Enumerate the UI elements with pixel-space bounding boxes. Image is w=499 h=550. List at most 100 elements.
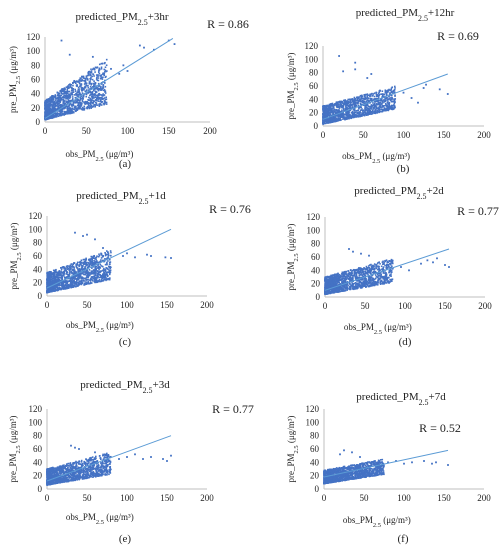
data-point bbox=[355, 278, 358, 280]
data-point bbox=[392, 100, 394, 103]
data-point bbox=[101, 95, 104, 97]
data-point bbox=[55, 116, 58, 118]
data-point bbox=[93, 84, 95, 87]
data-point bbox=[105, 279, 107, 282]
data-point bbox=[80, 87, 83, 90]
data-point bbox=[108, 266, 111, 269]
data-point bbox=[103, 68, 106, 71]
data-point bbox=[109, 250, 112, 252]
data-point bbox=[82, 235, 84, 237]
data-point bbox=[82, 76, 84, 79]
data-point bbox=[67, 280, 70, 283]
data-point bbox=[81, 99, 84, 102]
data-point bbox=[75, 99, 77, 102]
data-point bbox=[71, 107, 74, 110]
data-point bbox=[346, 112, 349, 114]
data-point bbox=[322, 122, 324, 125]
data-point bbox=[88, 269, 91, 271]
data-point bbox=[323, 122, 325, 124]
data-point bbox=[84, 263, 87, 265]
data-point bbox=[49, 271, 52, 273]
data-point bbox=[60, 103, 62, 106]
data-point bbox=[353, 116, 356, 118]
x-tick-label: 100 bbox=[397, 130, 411, 140]
y-tick-label: 80 bbox=[33, 238, 43, 248]
data-point bbox=[53, 95, 56, 98]
data-point bbox=[102, 76, 104, 79]
data-point bbox=[91, 91, 94, 94]
data-point bbox=[54, 288, 56, 291]
data-point bbox=[57, 105, 59, 108]
data-point bbox=[55, 102, 57, 104]
data-point bbox=[98, 253, 100, 256]
data-point bbox=[47, 274, 49, 277]
data-point bbox=[389, 92, 391, 94]
data-point bbox=[392, 91, 394, 94]
data-point bbox=[49, 99, 52, 102]
data-point bbox=[382, 106, 385, 108]
data-point bbox=[108, 269, 110, 271]
data-point bbox=[99, 86, 102, 89]
data-point bbox=[350, 272, 353, 274]
data-point bbox=[59, 286, 61, 289]
data-point bbox=[82, 94, 85, 97]
data-point bbox=[335, 278, 337, 280]
data-point bbox=[68, 112, 71, 114]
data-point bbox=[373, 92, 376, 94]
data-point bbox=[384, 90, 387, 92]
data-point bbox=[362, 113, 365, 115]
data-point bbox=[78, 80, 80, 83]
data-point bbox=[80, 80, 83, 82]
data-point bbox=[73, 273, 75, 275]
data-point bbox=[95, 91, 98, 93]
data-point bbox=[105, 103, 108, 105]
data-point bbox=[345, 113, 348, 116]
data-point bbox=[95, 269, 97, 271]
y-tick-label: 20 bbox=[31, 103, 41, 113]
data-point bbox=[74, 106, 77, 109]
data-point bbox=[73, 262, 75, 264]
data-point bbox=[98, 278, 101, 281]
data-point bbox=[97, 261, 99, 264]
data-point bbox=[377, 279, 380, 282]
data-point bbox=[87, 102, 89, 105]
data-point bbox=[51, 104, 54, 107]
data-point bbox=[63, 100, 65, 102]
data-point bbox=[359, 103, 362, 106]
data-point bbox=[384, 276, 386, 278]
data-point bbox=[370, 73, 373, 75]
data-point bbox=[63, 96, 66, 99]
data-point bbox=[59, 90, 61, 92]
data-point bbox=[371, 97, 373, 100]
data-point bbox=[75, 82, 77, 85]
data-point bbox=[55, 281, 57, 284]
data-points bbox=[46, 231, 172, 294]
data-point bbox=[372, 102, 374, 104]
data-point bbox=[356, 98, 359, 101]
data-point bbox=[60, 99, 62, 102]
data-point bbox=[92, 269, 95, 271]
data-point bbox=[98, 97, 101, 100]
x-tick-label: 100 bbox=[120, 300, 134, 310]
data-point bbox=[74, 81, 77, 84]
data-point bbox=[372, 99, 374, 102]
data-point bbox=[59, 100, 61, 102]
y-tick-label: 100 bbox=[307, 225, 321, 235]
data-point bbox=[67, 111, 69, 113]
data-point bbox=[69, 100, 72, 103]
data-point bbox=[94, 94, 97, 96]
y-tick-label: 0 bbox=[38, 291, 43, 301]
data-point bbox=[83, 86, 86, 89]
data-point bbox=[106, 278, 109, 281]
data-point bbox=[67, 283, 70, 286]
data-point bbox=[77, 284, 79, 286]
data-point bbox=[60, 270, 62, 273]
data-point bbox=[66, 276, 69, 278]
data-point bbox=[109, 269, 112, 272]
data-point bbox=[52, 98, 55, 100]
data-point bbox=[373, 106, 376, 109]
data-point bbox=[53, 286, 56, 288]
y-tick-label: 100 bbox=[27, 46, 41, 56]
data-point bbox=[66, 111, 68, 113]
data-point bbox=[65, 282, 68, 284]
